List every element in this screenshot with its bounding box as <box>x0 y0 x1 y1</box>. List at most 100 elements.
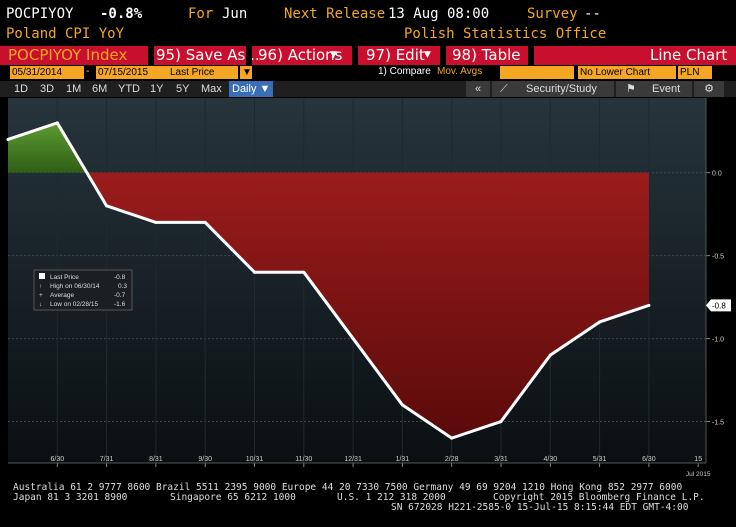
edit-dropdown-icon[interactable]: ▼ <box>424 50 431 60</box>
legend-low-value: -1.6 <box>114 301 126 308</box>
y-axis-ticks: 0.0 -0.5 -1.0 -1.5 <box>706 171 724 427</box>
lower-chart-select[interactable]: No Lower Chart <box>578 66 676 79</box>
field-dropdown-icon[interactable]: ▼ <box>240 66 252 79</box>
compare-option[interactable]: Mov. Avgs <box>437 66 483 77</box>
security-field[interactable]: POCPIYOY Index <box>0 46 148 65</box>
security-study-label: Security/Study <box>526 83 597 95</box>
ticker: POCPIYOY <box>6 6 74 22</box>
next-release-label: Next Release <box>284 6 386 22</box>
x-tick-label: 8/31 <box>149 456 163 463</box>
footer-line-3: SN 672028 H221-2585-0 15-Jul-15 8:15:44 … <box>391 502 689 513</box>
tab-max[interactable]: Max <box>201 83 222 95</box>
legend-last-value: -0.8 <box>114 274 126 281</box>
survey-value: -- <box>584 6 601 22</box>
date-dash: - <box>86 66 90 77</box>
x-tick-label: 6/30 <box>50 456 64 463</box>
chart-icon: ⟋ <box>500 83 508 95</box>
x-tick-label: 12/31 <box>344 456 362 463</box>
start-date-input[interactable]: 05/31/2014 <box>10 66 84 79</box>
back-button[interactable]: « <box>466 81 490 97</box>
data-points <box>6 121 651 440</box>
actions-button[interactable]: 96) Actions <box>258 46 343 64</box>
y-tick-label: -0.5 <box>712 254 724 261</box>
field-select[interactable]: Last Price <box>168 66 238 79</box>
footer-singapore: Singapore 65 6212 1000 <box>170 492 296 503</box>
data-point-1/31/15 <box>400 403 404 407</box>
footer-us: U.S. 1 212 318 2000 <box>337 492 446 503</box>
flag-icon: ⚑ <box>626 83 636 95</box>
x-year-label: Jul 2015 <box>686 471 711 478</box>
area-fills <box>8 122 649 439</box>
data-point-4/30/15 <box>548 353 552 357</box>
x-tick-label: 10/31 <box>246 456 264 463</box>
actions-dropdown-icon[interactable]: ▼ <box>330 50 337 60</box>
currency-select[interactable]: PLN <box>678 66 712 79</box>
x-tick-label: 3/31 <box>494 456 508 463</box>
data-point-11/30/14 <box>302 270 306 274</box>
footer-copyright: Copyright 2015 Bloomberg Finance L.P. <box>493 492 705 503</box>
x-tick-label: 4/30 <box>543 456 557 463</box>
x-tick-label: 15 <box>694 456 702 463</box>
last-price-tag-text: -0.8 <box>712 301 726 310</box>
tab-bar: 1D 3D 1M 6M YTD 1Y 5Y Max Daily ▼ « ⟋ Se… <box>0 81 736 97</box>
tab-1y[interactable]: 1Y <box>150 83 164 95</box>
controls-row: 05/31/2014 - 07/15/2015 Last Price ▼ 1) … <box>0 65 736 80</box>
tab-1d[interactable]: 1D <box>14 83 29 95</box>
legend-swatch-last <box>39 273 45 279</box>
source-name: Polish Statistics Office <box>404 26 607 42</box>
y-tick-label: -1.0 <box>712 337 724 344</box>
legend-avg-label: Average <box>50 292 74 299</box>
y-tick-label: 0.0 <box>712 171 722 178</box>
x-axis-ticks: 6/30 7/31 8/31 9/30 10/31 11/30 12/31 1/31 2/28 3… <box>50 456 710 478</box>
x-tick-label: 6/30 <box>642 456 656 463</box>
data-point-9/30/14 <box>203 220 207 224</box>
footer-line-1: Australia 61 2 9777 8600 Brazil 5511 239… <box>13 482 683 493</box>
tab-daily[interactable]: Daily ▼ <box>229 81 274 97</box>
event-button[interactable]: ⚑ Event <box>616 81 692 97</box>
data-point-12/31/14 <box>351 337 355 341</box>
compare-box[interactable] <box>500 66 574 79</box>
data-point-8/31/14 <box>154 220 158 224</box>
table-button[interactable]: 98) Table <box>452 46 521 64</box>
next-release-value: 13 Aug 08:00 <box>388 6 490 22</box>
security-name: Poland CPI YoY <box>6 26 125 42</box>
for-label: For <box>188 6 214 22</box>
end-date-input[interactable]: 07/15/2015 <box>96 66 170 79</box>
compare-label[interactable]: 1) Compare <box>378 66 431 77</box>
legend-high-value: 0.3 <box>118 283 127 290</box>
line-chart: 0.0 -0.5 -1.0 -1.5 6/30 7/31 8/31 9/30 10/31 11/… <box>6 98 731 478</box>
legend-high-label: High on 06/30/14 <box>50 283 100 290</box>
data-point-7/31/14 <box>105 204 109 208</box>
security-study-button[interactable]: ⟋ Security/Study <box>492 81 614 97</box>
data-point-5/31/14 <box>6 137 10 141</box>
legend-high-icon: ↑ <box>39 283 42 290</box>
y-tick-label: -1.5 <box>712 420 724 427</box>
negative-area <box>86 172 649 439</box>
x-tick-label: 1/31 <box>396 456 410 463</box>
data-point-6/30/15 <box>647 303 651 307</box>
tab-1m[interactable]: 1M <box>66 83 82 95</box>
data-point-3/31/15 <box>499 420 503 424</box>
data-point-10/31/14 <box>253 270 256 274</box>
tab-5y[interactable]: 5Y <box>176 83 190 95</box>
header-row-2: Poland CPI YoY Polish Statistics Office <box>0 26 736 44</box>
chart-type-label[interactable]: Line Chart <box>650 46 728 64</box>
series-line <box>7 121 650 440</box>
tab-6m[interactable]: 6M <box>92 83 108 95</box>
data-point-6/30/14 <box>55 121 59 125</box>
save-as-button[interactable]: 95) Save As... <box>156 46 260 64</box>
edit-button[interactable]: 97) Edit <box>366 46 425 64</box>
last-price-tag: -0.8 <box>706 299 731 312</box>
last-value: -0.8% <box>100 6 143 22</box>
legend-low-label: Low on 02/28/15 <box>50 301 98 308</box>
tab-3d[interactable]: 3D <box>40 83 55 95</box>
gear-icon[interactable]: ⚙ <box>694 81 724 97</box>
legend-avg-value: -0.7 <box>114 292 126 299</box>
x-tick-label: 7/31 <box>100 456 114 463</box>
x-tick-label: 5/31 <box>593 456 607 463</box>
footer-japan: Japan 81 3 3201 8900 <box>13 492 128 503</box>
tab-ytd[interactable]: YTD <box>118 83 140 95</box>
legend: Last Price -0.8 ↑ High on 06/30/14 0.3 +… <box>33 269 133 311</box>
x-tick-label: 9/30 <box>198 456 212 463</box>
data-point-5/31/15 <box>598 320 602 324</box>
